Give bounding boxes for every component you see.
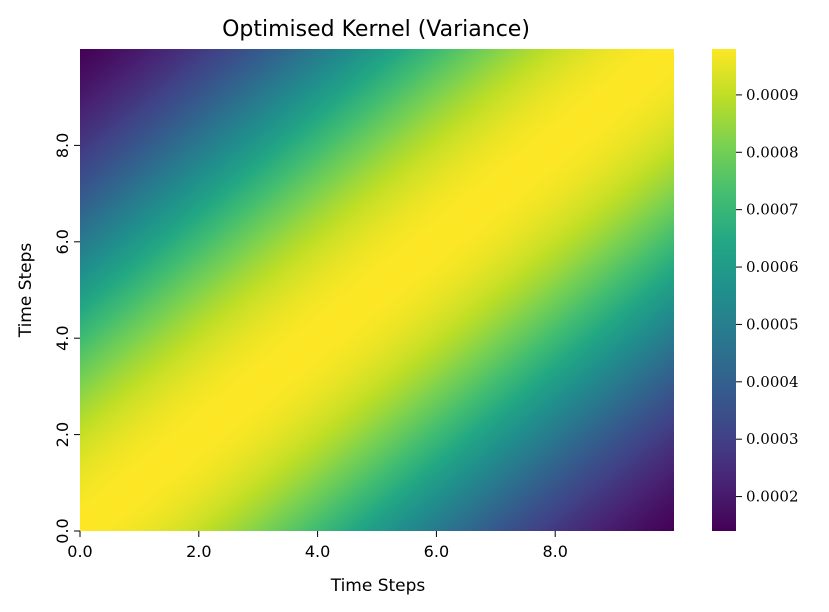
y-axis-label: Time Steps (16, 243, 36, 339)
colorbar-tick-label: 0.0003 (746, 430, 799, 448)
x-tick-label: 6.0 (424, 542, 449, 561)
x-axis-label: Time Steps (330, 576, 426, 596)
chart-title: Optimised Kernel (Variance) (222, 17, 530, 42)
x-tick-label: 2.0 (186, 542, 211, 561)
x-tick-label: 0.0 (67, 542, 92, 561)
y-tick-label: 6.0 (53, 229, 72, 254)
y-tick-label: 4.0 (53, 325, 72, 350)
y-tick-label: 8.0 (53, 133, 72, 158)
x-tick-label: 8.0 (542, 542, 567, 561)
colorbar-gradient (712, 49, 736, 531)
colorbar-tick-label: 0.0008 (746, 143, 799, 161)
y-tick-label: 0.0 (53, 518, 72, 543)
x-tick-label: 4.0 (305, 542, 330, 561)
x-axis: 0.0 2.0 4.0 6.0 8.0 (67, 531, 568, 561)
colorbar: 0.0002 0.0003 0.0004 0.0005 0.0006 0.0007 0.00… (712, 49, 799, 531)
colorbar-tick-label: 0.0007 (746, 201, 799, 219)
colorbar-tick-label: 0.0004 (746, 373, 799, 391)
y-tick-label: 2.0 (53, 422, 72, 447)
y-axis: 0.0 2.0 4.0 6.0 8.0 (53, 133, 80, 544)
colorbar-tick-label: 0.0009 (746, 86, 799, 104)
colorbar-tick-label: 0.0002 (746, 488, 799, 506)
heatmap-area (80, 49, 674, 531)
heatmap-image (80, 49, 674, 531)
colorbar-tick-label: 0.0006 (746, 258, 799, 276)
colorbar-tick-label: 0.0005 (746, 315, 799, 333)
